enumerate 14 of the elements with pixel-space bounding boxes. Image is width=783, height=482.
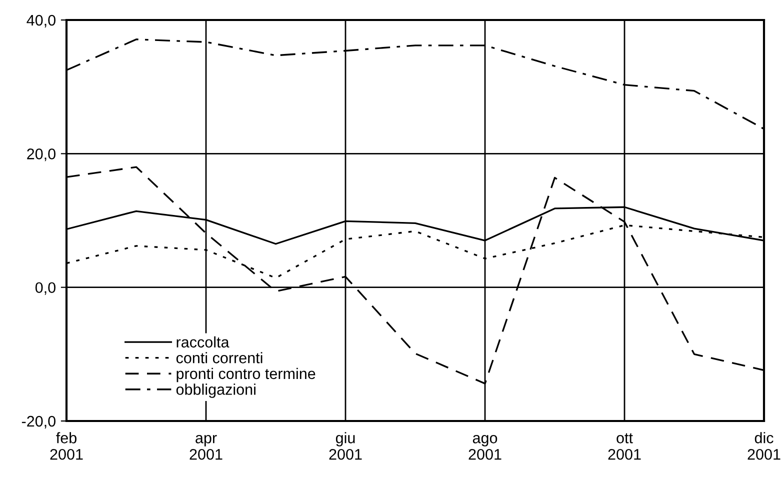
y-tick-label: 40,0 — [26, 14, 56, 28]
x-tick-label: ott 2001 — [608, 433, 641, 460]
x-tick-label: giu 2001 — [329, 432, 362, 460]
y-tick-label: -20,0 — [22, 416, 56, 428]
y-tick-label: 20,0 — [27, 148, 56, 162]
legend-label: conti correnti — [176, 352, 262, 364]
legend-label: obbligazioni — [176, 384, 256, 398]
y-tick-label: 0,0 — [35, 282, 56, 295]
x-tick-label: ago 2001 — [468, 434, 502, 460]
legend-label: pronti contro termine — [176, 368, 316, 382]
x-tick-label: dic 2001 — [748, 432, 780, 460]
legend-label: raccolta — [176, 336, 230, 348]
x-tick-label: apr 2001 — [190, 434, 222, 460]
x-tick-label: feb 2001 — [50, 432, 83, 460]
